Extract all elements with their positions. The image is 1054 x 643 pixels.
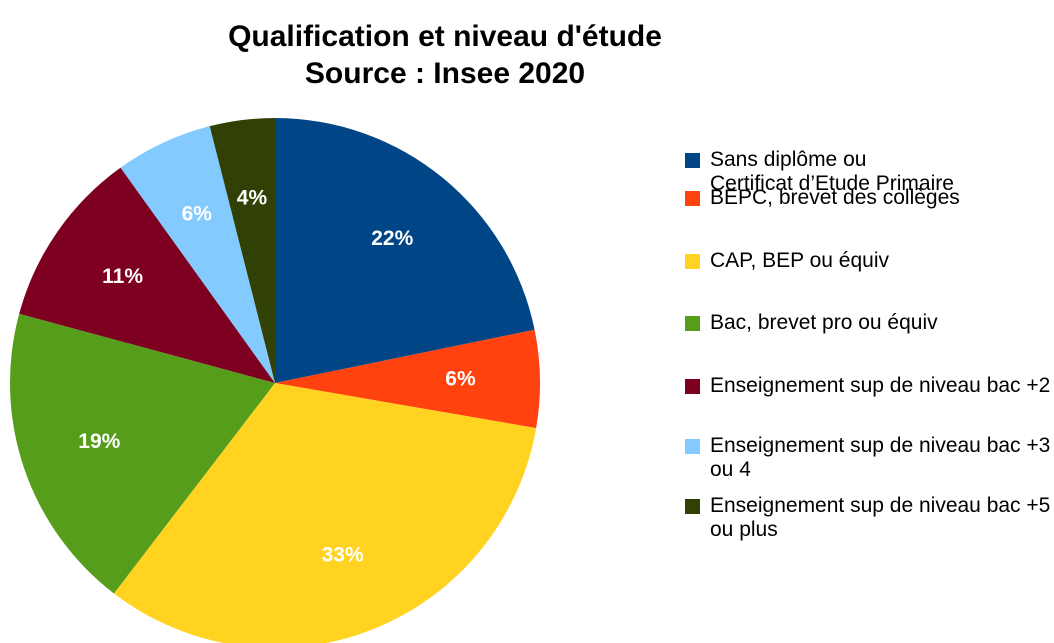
legend-entry: Enseignement sup de niveau bac +5 ou plu…: [685, 494, 1054, 542]
legend-swatch: [685, 316, 700, 331]
legend-swatch: [685, 499, 700, 514]
value-label: 6%: [445, 368, 476, 391]
value-label: 11%: [102, 265, 143, 288]
legend-swatch: [685, 439, 700, 454]
legend-label: CAP, BEP ou équiv: [710, 249, 890, 272]
pie-slice: [19, 167, 275, 383]
legend-entry: BEPC, brevet des collèges: [685, 186, 1054, 210]
legend-label: Enseignement sup de niveau bac +5 ou plu…: [710, 494, 1051, 541]
value-label: 4%: [237, 186, 268, 209]
chart-title: Qualification et niveau d'étude: [228, 20, 662, 53]
legend-label: Sans diplôme ou Certificat d’Etude Prima…: [710, 148, 954, 195]
value-label: 22%: [371, 227, 413, 250]
legend-label: Bac, brevet pro ou équiv: [710, 311, 938, 334]
pie-slice: [275, 118, 535, 383]
legend-label: Enseignement sup de niveau bac +2: [710, 374, 1051, 397]
value-label: 6%: [182, 202, 213, 225]
legend-entry: Enseignement sup de niveau bac +3 ou 4: [685, 434, 1054, 482]
legend-label: BEPC, brevet des collèges: [710, 186, 960, 209]
legend-swatch: [685, 191, 700, 206]
legend-entry: CAP, BEP ou équiv: [685, 249, 1054, 273]
value-label: 19%: [78, 430, 120, 453]
chart-subtitle: Source : Insee 2020: [305, 57, 585, 90]
pie-slice: [113, 383, 537, 643]
legend-entry: Enseignement sup de niveau bac +2: [685, 374, 1054, 398]
legend-swatch: [685, 254, 700, 269]
legend-swatch: [685, 153, 700, 168]
legend-swatch: [685, 379, 700, 394]
legend-label: Enseignement sup de niveau bac +3 ou 4: [710, 434, 1051, 481]
pie-slice: [275, 329, 540, 429]
pie-slice: [209, 118, 275, 383]
pie-slice: [10, 313, 276, 594]
legend-entry: Bac, brevet pro ou équiv: [685, 311, 1054, 335]
value-label: 33%: [322, 543, 364, 566]
legend-entry: Sans diplôme ou Certificat d’Etude Prima…: [685, 148, 1054, 196]
pie-slice: [120, 126, 275, 383]
